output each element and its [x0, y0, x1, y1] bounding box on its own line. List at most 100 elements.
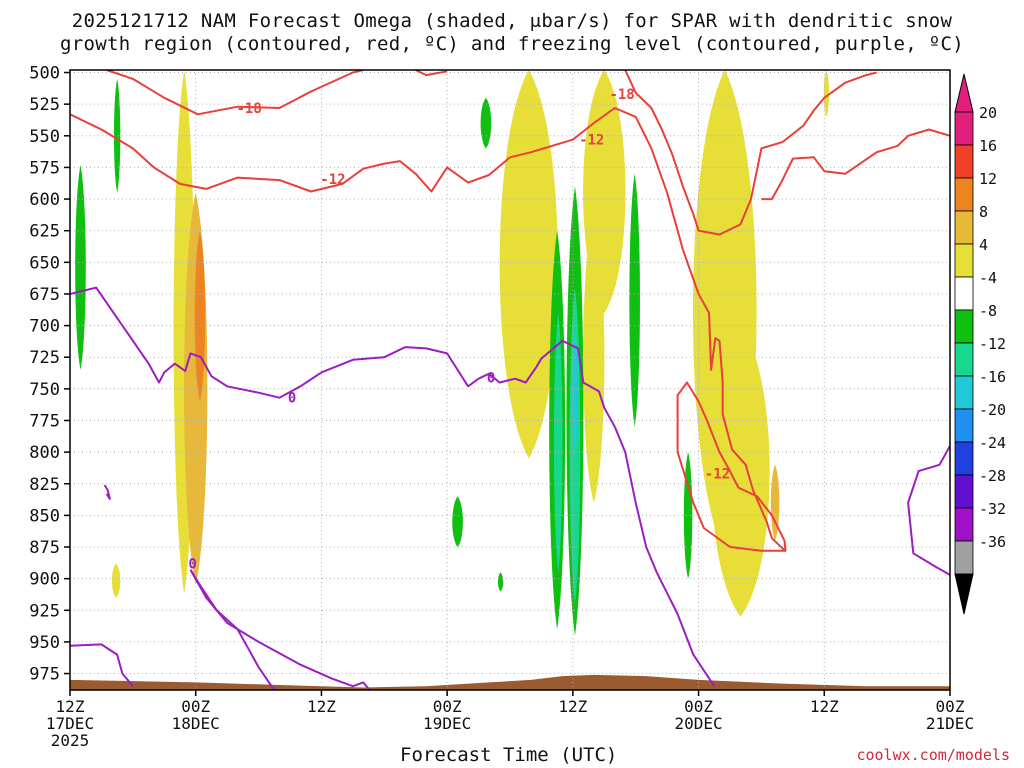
- ytick-label-650: 650: [29, 253, 60, 273]
- xtick-label-84-1: 21DEC: [926, 714, 974, 733]
- grid-lines: [69, 70, 951, 690]
- xtick-label-12-1: 18DEC: [172, 714, 220, 733]
- y-axis-ticks: 500 525 550 575 600 625 650 675 700 725 750 775 800 8…: [29, 64, 70, 685]
- colorbar-label-3: 8: [979, 203, 988, 221]
- freezing-level-loop-a: [189, 569, 276, 690]
- contour-labels: -18 -12 -12 -18 -12 0 0 0: [188, 87, 730, 572]
- ytick-label-900: 900: [29, 570, 60, 590]
- xtick-label-0-2: 2025: [51, 731, 90, 750]
- colorbar-label-11: -28: [979, 467, 1006, 485]
- colorbar-label-12: -32: [979, 500, 1006, 518]
- omega-area-22: [823, 70, 830, 117]
- xtick-label-60-1: 20DEC: [674, 714, 722, 733]
- ytick-label-975: 975: [29, 665, 60, 685]
- omega-area-13: [572, 331, 578, 453]
- colorbar-label-1: 16: [979, 137, 997, 155]
- ytick-label-750: 750: [29, 380, 60, 400]
- colorbar-swatch-8: [954, 375, 974, 410]
- ytick-label-775: 775: [29, 411, 60, 431]
- chart-title-line2: growth region (contoured, red, ºC) and f…: [60, 33, 964, 55]
- xtick-label-0-1: 17DEC: [46, 714, 94, 733]
- contour-label-6: 0: [487, 370, 495, 386]
- terrain-area: [70, 674, 950, 690]
- omega-area-4: [75, 164, 86, 370]
- xtick-label-60-0: 00Z: [684, 697, 713, 716]
- colorbar-swatch-7: [954, 342, 974, 377]
- contour-label-7: 0: [188, 556, 196, 572]
- colorbar-swatch-3: [954, 210, 974, 245]
- contour-label-4: -12: [705, 467, 730, 483]
- colorbar-label-7: -12: [979, 335, 1006, 353]
- contour-minus12-right: [761, 128, 950, 201]
- ytick-label-800: 800: [29, 443, 60, 463]
- ytick-label-725: 725: [29, 348, 60, 368]
- ytick-label-500: 500: [29, 64, 60, 84]
- colorbar-swatch-6: [954, 309, 974, 344]
- ytick-label-575: 575: [29, 158, 60, 178]
- ytick-label-875: 875: [29, 538, 60, 558]
- colorbar-swatch-1: [954, 144, 974, 179]
- xtick-label-12-0: 00Z: [181, 697, 210, 716]
- colorbar-label-8: -16: [979, 368, 1006, 386]
- xtick-label-0-0: 12Z: [56, 697, 85, 716]
- contour-minus18-right: [624, 70, 877, 236]
- colorbar-swatch-0: [954, 111, 974, 146]
- colorbar-swatch-2: [954, 177, 974, 212]
- ytick-label-675: 675: [29, 285, 60, 305]
- freezing-level-bottom: [70, 643, 134, 687]
- colorbar: 20 16 12 8 4 -4 -8 -12 -16 -20 -24 -28 -32 -36: [954, 73, 1006, 615]
- colorbar-label-9: -20: [979, 401, 1006, 419]
- chart-title-line1: 2025121712 NAM Forecast Omega (shaded, μ…: [71, 10, 953, 32]
- colorbar-label-2: 12: [979, 170, 997, 188]
- omega-area-15: [480, 97, 492, 149]
- omega-area-10: [553, 312, 563, 573]
- contour-label-1: -12: [320, 172, 345, 188]
- colorbar-swatch-12: [954, 507, 974, 542]
- colorbar-label-10: -24: [979, 434, 1006, 452]
- xtick-label-24-0: 12Z: [307, 697, 336, 716]
- contour-label-3: -18: [609, 87, 634, 103]
- x-axis-label: Forecast Time (UTC): [400, 744, 618, 766]
- freezing-level-loop-b: [189, 569, 371, 690]
- contour-label-2: -12: [579, 133, 604, 149]
- omega-area-3: [111, 563, 121, 598]
- xtick-label-48-0: 12Z: [558, 697, 587, 716]
- xtick-label-36-0: 00Z: [433, 697, 462, 716]
- contour-lines: [70, 70, 950, 690]
- colorbar-swatch-4: [954, 243, 974, 278]
- ytick-label-600: 600: [29, 190, 60, 210]
- terrain-fill: [70, 674, 950, 690]
- credit-text: coolwx.com/models: [856, 746, 1010, 764]
- colorbar-label-4: 4: [979, 236, 988, 254]
- ytick-label-825: 825: [29, 475, 60, 495]
- colorbar-bottom-arrow: [954, 573, 974, 615]
- colorbar-top-arrow: [954, 73, 974, 113]
- omega-area-21: [629, 173, 640, 427]
- colorbar-label-5: -4: [979, 269, 997, 287]
- xtick-label-84-0: 00Z: [936, 697, 965, 716]
- colorbar-swatch-9: [954, 408, 974, 443]
- ytick-label-625: 625: [29, 222, 60, 242]
- contour-minus18-left: [106, 70, 364, 116]
- colorbar-label-6: -8: [979, 302, 997, 320]
- omega-area-16: [497, 572, 504, 592]
- colorbar-label-13: -36: [979, 533, 1006, 551]
- omega-area-14: [452, 496, 463, 548]
- colorbar-label-0: 20: [979, 104, 997, 122]
- ytick-label-700: 700: [29, 317, 60, 337]
- contour-label-5: 0: [288, 391, 296, 407]
- xtick-label-36-1: 19DEC: [423, 714, 471, 733]
- omega-area-19: [770, 464, 780, 541]
- freezing-level-small: [103, 484, 111, 500]
- omega-area-5: [113, 78, 121, 193]
- contour-label-0: -18: [236, 101, 261, 117]
- ytick-label-950: 950: [29, 633, 60, 653]
- colorbar-swatch-13: [954, 540, 974, 575]
- ytick-label-850: 850: [29, 506, 60, 526]
- xtick-label-72-0: 12Z: [810, 697, 839, 716]
- colorbar-swatch-11: [954, 474, 974, 509]
- ytick-label-550: 550: [29, 127, 60, 147]
- plot-border: [69, 69, 951, 691]
